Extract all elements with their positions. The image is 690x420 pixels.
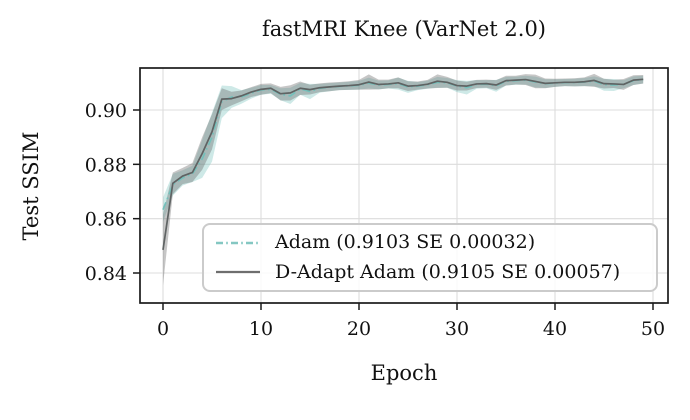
x-tick-label: 10 — [249, 318, 273, 340]
x-tick-label: 50 — [641, 318, 665, 340]
x-axis-label: Epoch — [370, 361, 438, 385]
y-tick-label: 0.84 — [85, 263, 127, 285]
x-tick-label: 30 — [445, 318, 469, 340]
legend: Adam (0.9103 SE 0.00032) D-Adapt Adam (0… — [202, 223, 658, 292]
legend-label-adam: Adam (0.9103 SE 0.00032) — [275, 231, 536, 254]
y-tick-label: 0.90 — [85, 100, 127, 122]
axes-box — [139, 67, 669, 304]
chart-title: fastMRI Knee (VarNet 2.0) — [261, 17, 547, 41]
x-tick-label: 0 — [157, 318, 169, 340]
x-tick-label: 20 — [347, 318, 371, 340]
series-line-dadapt — [162, 78, 644, 251]
y-tick-label: 0.86 — [85, 209, 127, 231]
y-tick-label: 0.88 — [85, 154, 127, 176]
y-axis-label: Test SSIM — [19, 131, 43, 241]
legend-item-adam: Adam (0.9103 SE 0.00032) — [214, 229, 646, 257]
legend-item-dadapt-adam: D-Adapt Adam (0.9105 SE 0.00057) — [214, 258, 646, 286]
adam-dashdot-line-swatch — [216, 241, 260, 244]
dadapt-solid-line-swatch — [216, 271, 260, 274]
legend-label-dadapt-adam: D-Adapt Adam (0.9105 SE 0.00057) — [275, 260, 621, 283]
x-tick-label: 40 — [543, 318, 567, 340]
